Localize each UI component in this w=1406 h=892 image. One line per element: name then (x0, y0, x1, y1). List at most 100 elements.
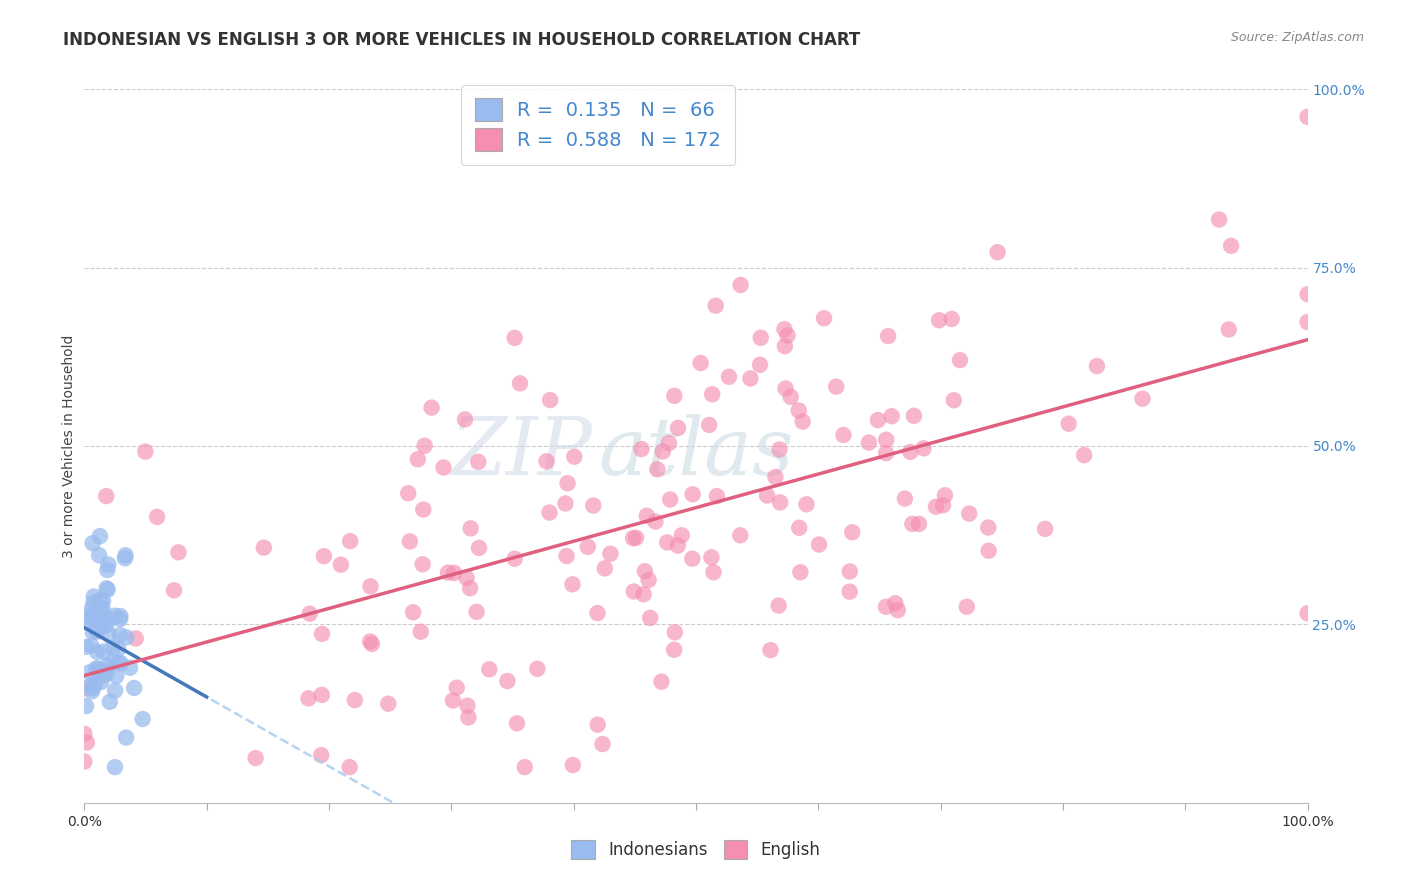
Point (877, 329, 900, 343)
Point (779, 390, 801, 404)
Point (412, 558, 434, 572)
Point (312, 549, 335, 564)
Point (658, 436, 681, 450)
Point (80, 639, 103, 653)
Point (339, 760, 361, 774)
Point (115, 631, 138, 645)
Point (894, 491, 917, 506)
Point (1218, 322, 1240, 336)
Point (749, 331, 772, 345)
Point (634, 564, 657, 578)
Point (90, 675, 112, 690)
Point (443, 566, 465, 580)
Point (343, 693, 366, 707)
Point (666, 421, 689, 435)
Point (765, 470, 787, 484)
Point (339, 534, 361, 549)
Point (657, 535, 679, 549)
Point (555, 549, 578, 563)
Point (756, 488, 779, 502)
Point (437, 566, 460, 580)
Point (297, 691, 319, 706)
Point (650, 674, 672, 689)
Point (901, 516, 924, 531)
Point (90, 593, 112, 607)
Point (1073, 448, 1095, 462)
Point (664, 625, 686, 640)
Point (526, 662, 548, 676)
Point (83, 596, 105, 610)
Point (311, 627, 333, 641)
Point (298, 607, 321, 621)
Point (87, 664, 110, 678)
Point (402, 605, 425, 619)
Point (941, 312, 963, 326)
Point (82, 681, 104, 696)
Point (82, 536, 104, 550)
Point (89, 665, 111, 680)
Point (1296, 607, 1319, 621)
Point (86, 624, 108, 639)
Point (98, 695, 121, 709)
Point (775, 382, 797, 396)
Text: atlas: atlas (598, 415, 793, 491)
Point (118, 661, 141, 675)
Point (94, 668, 117, 682)
Point (91, 594, 114, 608)
Point (456, 571, 478, 585)
Point (808, 537, 831, 551)
Point (110, 609, 132, 624)
Point (103, 655, 125, 669)
Point (621, 531, 644, 545)
Point (84, 661, 107, 675)
Point (409, 624, 432, 639)
Point (630, 442, 652, 456)
Point (245, 751, 267, 765)
Point (122, 681, 145, 695)
Point (84, 623, 107, 637)
Point (457, 710, 479, 724)
Point (1085, 359, 1108, 373)
Point (454, 412, 477, 426)
Point (633, 587, 655, 601)
Point (79, 678, 101, 692)
Point (77, 609, 100, 624)
Point (538, 506, 561, 520)
Text: INDONESIAN VS ENGLISH 3 OR MORE VEHICLES IN HOUSEHOLD CORRELATION CHART: INDONESIAN VS ENGLISH 3 OR MORE VEHICLES… (63, 31, 860, 49)
Point (702, 387, 724, 401)
Point (96, 489, 118, 503)
Point (75, 699, 97, 714)
Point (467, 455, 489, 469)
Point (93, 644, 115, 658)
Point (636, 508, 658, 523)
Point (80, 602, 103, 616)
Point (538, 392, 561, 407)
Point (115, 731, 138, 745)
Point (84, 607, 107, 622)
Point (456, 698, 478, 713)
Point (73, 681, 96, 696)
Point (406, 452, 429, 467)
Point (79, 665, 101, 679)
Point (432, 460, 454, 475)
Point (700, 550, 723, 565)
Point (91, 602, 114, 616)
Point (446, 681, 468, 695)
Point (97, 582, 120, 597)
Point (949, 353, 972, 368)
Point (659, 492, 682, 507)
Point (87, 662, 110, 676)
Point (94, 618, 117, 632)
Point (80, 684, 103, 698)
Point (253, 541, 276, 555)
Point (496, 673, 519, 688)
Point (792, 415, 814, 429)
Point (681, 551, 703, 566)
Point (506, 716, 529, 731)
Point (942, 393, 965, 408)
Point (875, 446, 897, 460)
Point (1033, 522, 1056, 536)
Point (359, 579, 381, 593)
Point (789, 566, 811, 580)
Point (465, 605, 488, 619)
